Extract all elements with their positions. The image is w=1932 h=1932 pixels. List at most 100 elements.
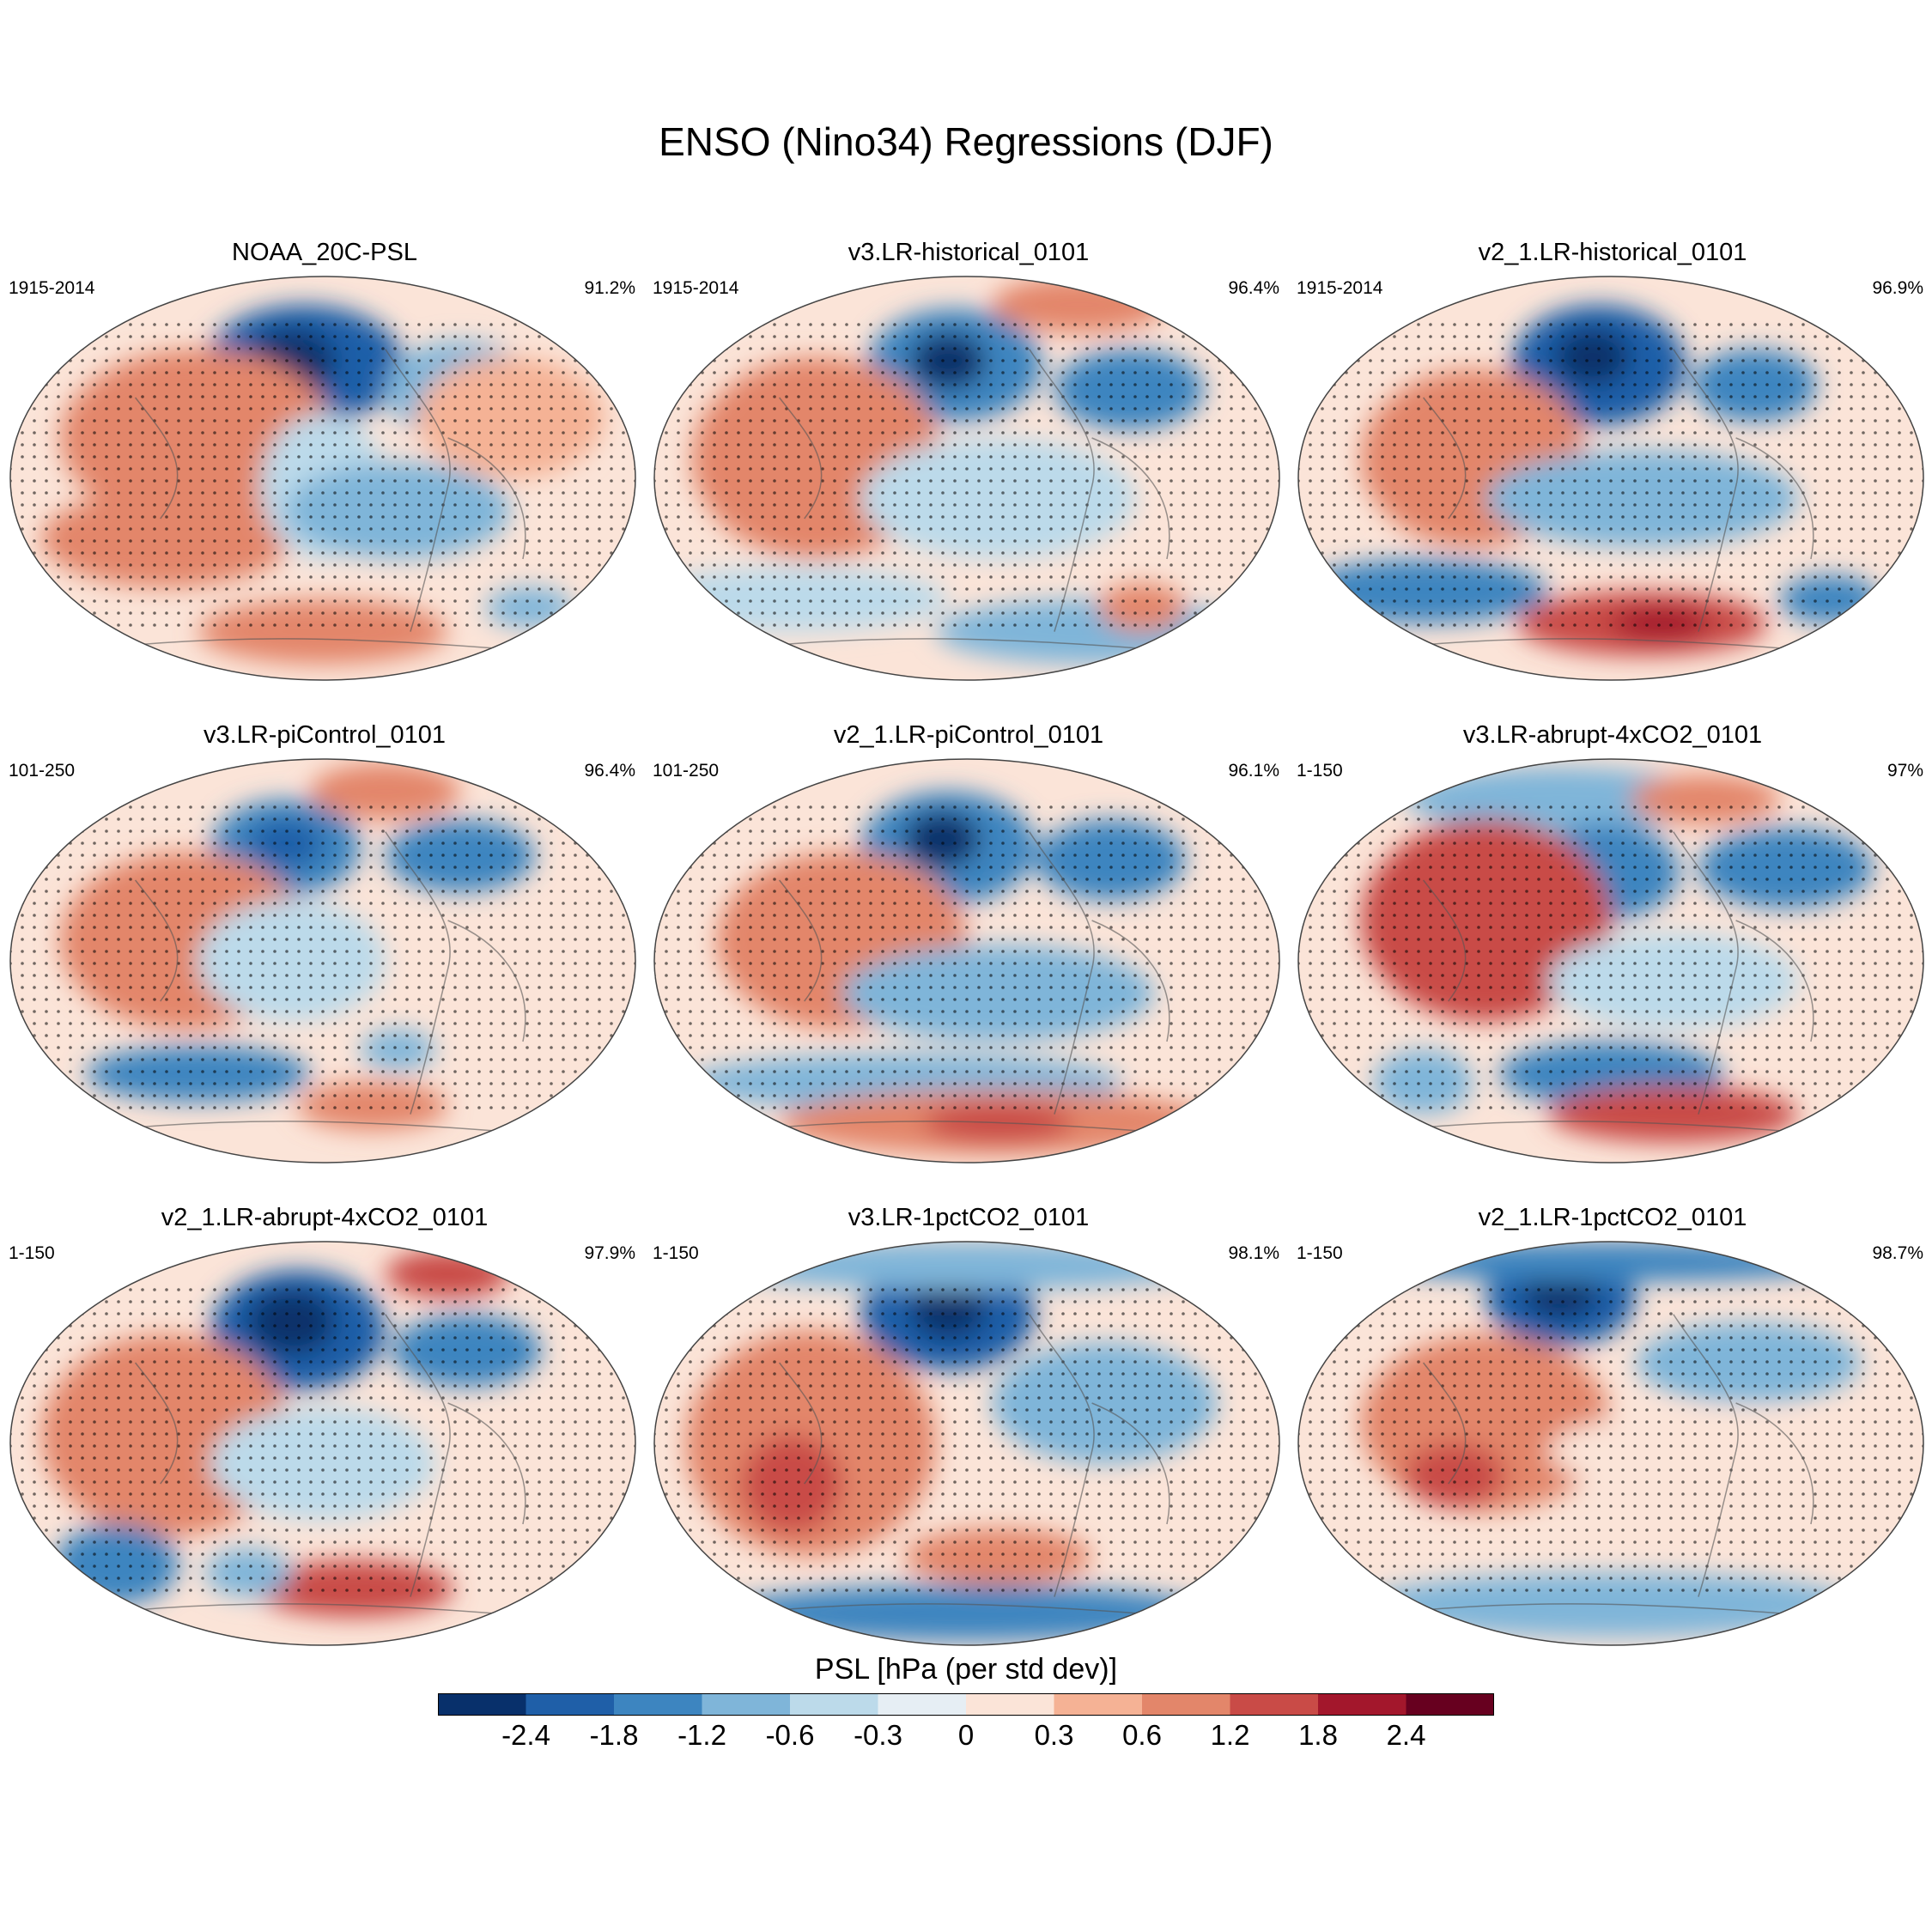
colorbar-segment [526, 1693, 615, 1716]
figure-title: ENSO (Nino34) Regressions (DJF) [659, 119, 1273, 164]
colorbar-tick-label: 0 [957, 1719, 975, 1751]
colorbar-segment [966, 1693, 1054, 1716]
colorbar-segment [1230, 1693, 1319, 1716]
map-field [1298, 276, 1923, 680]
map-panel: v2_1.LR-1pctCO2_0101 1-150 98.7% [1295, 1204, 1930, 1650]
map-field [1298, 1242, 1923, 1645]
panel-title: v3.LR-abrupt-4xCO2_0101 [1462, 721, 1763, 749]
map-outline [653, 1241, 1280, 1646]
colorbar-segment [1142, 1693, 1230, 1716]
panel-title: v3.LR-1pctCO2_0101 [848, 1204, 1090, 1231]
map-panel: v3.LR-abrupt-4xCO2_0101 1-150 97% [1295, 721, 1930, 1168]
colorbar-frame [438, 1693, 1494, 1716]
coastline [748, 1314, 1186, 1618]
colorbar-tick-label: -1.8 [589, 1719, 639, 1751]
panel-period: 1-150 [9, 1243, 55, 1263]
map-panel: NOAA_20C-PSL 1915-2014 91.2% [7, 239, 642, 685]
panel-title: v2_1.LR-abrupt-4xCO2_0101 [161, 1204, 489, 1231]
map-field [10, 1242, 635, 1645]
panel-title: v3.LR-piControl_0101 [203, 721, 447, 749]
panel-pattern-correlation: 96.4% [584, 761, 635, 781]
map-panel: v3.LR-piControl_0101 101-250 96.4% [7, 721, 642, 1168]
coastline [1392, 831, 1830, 1135]
significance-stippling [654, 321, 1279, 629]
panel-period: 101-250 [9, 761, 76, 781]
coastline [1392, 349, 1830, 653]
map-plot [1297, 276, 1924, 681]
map-plot [9, 276, 636, 681]
map-plot [1297, 1241, 1924, 1646]
colorbar-segment [702, 1693, 791, 1716]
colorbar-ticks: -2.4 -1.8 -1.2 -0.6 -0.3 0 0.3 0.6 1.2 1.8 2.4 [0, 1719, 1932, 1762]
map-outline [1297, 1241, 1924, 1646]
colorbar-tick-label: -0.6 [765, 1719, 815, 1751]
map-outline [1297, 758, 1924, 1163]
colorbar [438, 1693, 1494, 1716]
map-plot [653, 758, 1280, 1163]
significance-stippling [10, 1286, 635, 1594]
significance-stippling [654, 1286, 1279, 1594]
panel-pattern-correlation: 97.9% [584, 1243, 635, 1263]
significance-stippling [654, 804, 1279, 1111]
map-outline [9, 276, 636, 681]
map-field [1298, 759, 1923, 1163]
colorbar-label: PSL [hPa (per std dev)] [814, 1653, 1118, 1686]
map-panel: v3.LR-1pctCO2_0101 1-150 98.1% [651, 1204, 1286, 1650]
map-plot [653, 1241, 1280, 1646]
colorbar-segment [614, 1693, 702, 1716]
panel-period: 1-150 [1297, 1243, 1343, 1263]
panel-pattern-correlation: 97% [1886, 761, 1923, 781]
colorbar-tick-label: -1.2 [677, 1719, 726, 1751]
significance-stippling [1298, 804, 1923, 1111]
panel-title: v3.LR-historical_0101 [848, 239, 1090, 266]
colorbar-tick-label: -0.3 [854, 1719, 902, 1751]
panel-period: 1915-2014 [1297, 278, 1383, 298]
colorbar-tick-label: 1.8 [1298, 1719, 1338, 1751]
coastline [104, 349, 542, 653]
colorbar-tick-label: 2.4 [1386, 1719, 1426, 1751]
colorbar-tick-label: -2.4 [501, 1719, 550, 1751]
map-panel: v2_1.LR-piControl_0101 101-250 96.1% [651, 721, 1286, 1168]
map-field [654, 1242, 1279, 1645]
map-panel: v2_1.LR-abrupt-4xCO2_0101 1-150 97.9% [7, 1204, 642, 1650]
map-outline [653, 276, 1280, 681]
colorbar-segment [1406, 1693, 1494, 1716]
panel-period: 1-150 [1297, 761, 1343, 781]
anomaly-region [716, 1242, 1218, 1291]
map-panel: v2_1.LR-historical_0101 1915-2014 96.9% [1295, 239, 1930, 685]
coastline [748, 349, 1186, 653]
map-plot [9, 1241, 636, 1646]
panel-title: v2_1.LR-historical_0101 [1478, 239, 1747, 266]
map-plot [1297, 758, 1924, 1163]
map-field [10, 276, 635, 680]
map-outline [9, 758, 636, 1163]
coastline [104, 831, 542, 1135]
map-outline [9, 1241, 636, 1646]
map-panel: v3.LR-historical_0101 1915-2014 96.4% [651, 239, 1286, 685]
panel-pattern-correlation: 96.9% [1872, 278, 1923, 298]
significance-stippling [10, 804, 635, 1111]
colorbar-tick-label: 0.3 [1034, 1719, 1074, 1751]
panel-pattern-correlation: 91.2% [584, 278, 635, 298]
panel-pattern-correlation: 96.4% [1228, 278, 1279, 298]
coastline [1392, 1314, 1830, 1618]
map-outline [1297, 276, 1924, 681]
panel-title: NOAA_20C-PSL [232, 239, 417, 266]
significance-stippling [10, 321, 635, 629]
colorbar-segment [878, 1693, 967, 1716]
map-plot [9, 758, 636, 1163]
colorbar-segment [438, 1693, 526, 1716]
panel-period: 101-250 [653, 761, 720, 781]
colorbar-tick-label: 0.6 [1122, 1719, 1162, 1751]
panel-title: v2_1.LR-1pctCO2_0101 [1478, 1204, 1747, 1231]
panel-pattern-correlation: 96.1% [1228, 761, 1279, 781]
map-plot [653, 276, 1280, 681]
map-field [654, 759, 1279, 1163]
colorbar-segment [1054, 1693, 1143, 1716]
panel-period: 1915-2014 [9, 278, 95, 298]
map-field [10, 759, 635, 1163]
colorbar-segment [790, 1693, 878, 1716]
coastline [748, 831, 1186, 1135]
panel-pattern-correlation: 98.1% [1228, 1243, 1279, 1263]
